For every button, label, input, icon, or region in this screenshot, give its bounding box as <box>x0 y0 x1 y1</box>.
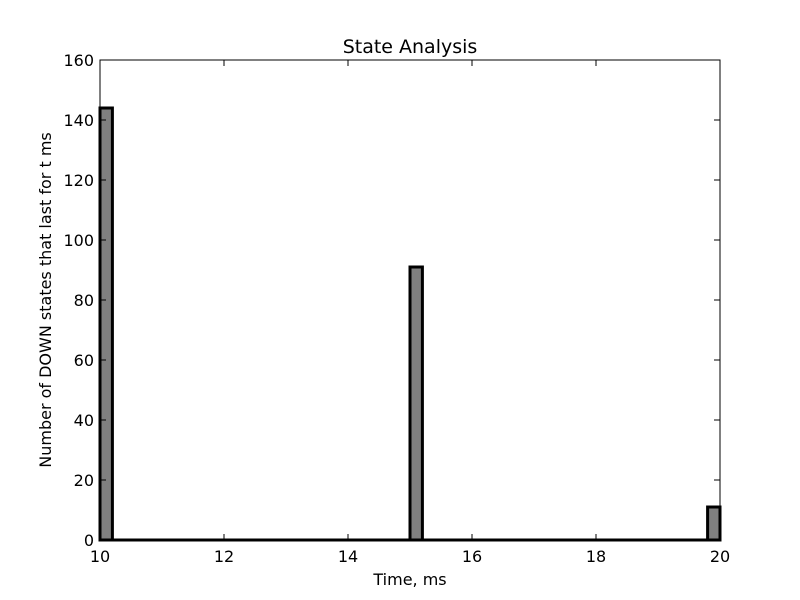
x-tick-label: 14 <box>338 547 358 566</box>
bar-0 <box>98 106 114 542</box>
y-axis: 0 20 40 60 80 100 120 140 160 <box>63 51 720 550</box>
y-tick-label: 0 <box>84 531 94 550</box>
y-tick-label: 80 <box>74 291 94 310</box>
x-tick-label: 10 <box>90 547 110 566</box>
y-axis-label: Number of DOWN states that last for t ms <box>36 132 55 468</box>
bar-1 <box>408 265 424 542</box>
x-axis: 10 12 14 16 18 20 <box>90 60 730 566</box>
y-tick-label: 20 <box>74 471 94 490</box>
y-tick-label: 60 <box>74 351 94 370</box>
x-tick-label: 12 <box>214 547 234 566</box>
y-tick-label: 140 <box>63 111 94 130</box>
bar-2 <box>706 505 722 542</box>
chart-title: State Analysis <box>343 36 478 58</box>
y-tick-label: 40 <box>74 411 94 430</box>
y-tick-label: 160 <box>63 51 94 70</box>
x-tick-label: 16 <box>462 547 482 566</box>
x-tick-label: 18 <box>586 547 606 566</box>
plot-area <box>98 59 722 542</box>
y-tick-label: 120 <box>63 171 94 190</box>
x-axis-label: Time, ms <box>372 570 446 589</box>
x-tick-label: 20 <box>710 547 730 566</box>
y-tick-label: 100 <box>63 231 94 250</box>
